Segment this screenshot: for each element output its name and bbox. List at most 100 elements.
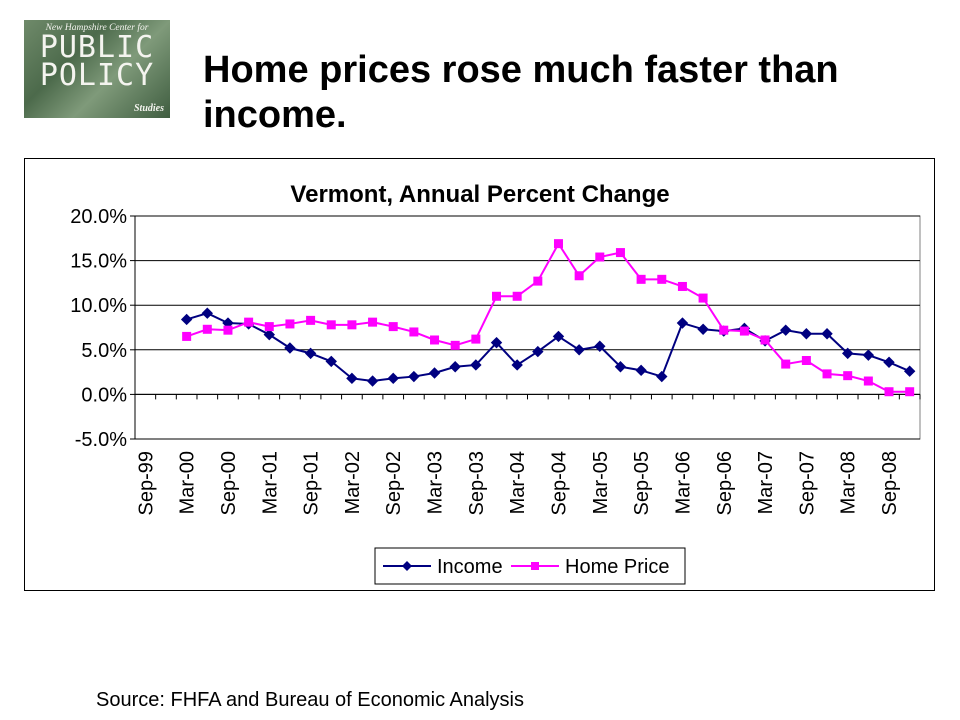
x-tick-label: Mar-02 (342, 451, 364, 514)
logo-word-policy: POLICY (39, 58, 155, 93)
data-point-home-price (863, 376, 873, 386)
data-point-home-price (822, 369, 832, 379)
data-point-income (180, 313, 193, 326)
data-point-income (552, 330, 565, 343)
data-point-income (676, 317, 689, 329)
data-point-income (325, 355, 337, 368)
x-tick-label: Mar-01 (259, 451, 281, 514)
data-point-home-price (719, 325, 729, 335)
data-point-income (304, 347, 317, 360)
data-point-home-price (760, 335, 770, 345)
data-point-home-price (512, 291, 522, 301)
logo-sub-text: Studies (133, 103, 164, 114)
data-point-home-price (553, 239, 563, 249)
data-point-income (780, 324, 792, 336)
data-point-home-price (781, 359, 791, 369)
data-point-income (697, 323, 709, 335)
x-tick-label: Sep-00 (218, 451, 240, 516)
data-point-income (594, 340, 606, 352)
data-point-home-price (739, 326, 749, 336)
data-point-home-price (368, 317, 378, 327)
data-point-home-price (905, 387, 915, 397)
x-tick-label: Mar-04 (507, 451, 529, 514)
data-point-income (490, 336, 503, 349)
data-point-home-price (223, 325, 233, 335)
line-chart: Vermont, Annual Percent Change 20.0% 15.0… (70, 181, 921, 585)
data-point-home-price (450, 340, 460, 350)
source-note: Source: FHFA and Bureau of Economic Anal… (96, 689, 524, 711)
y-tick-label: 20.0% (70, 206, 127, 228)
data-point-home-price (636, 274, 646, 284)
x-tick-label: Mar-06 (672, 451, 694, 514)
data-point-home-price (244, 317, 254, 327)
data-point-income (387, 372, 399, 385)
legend-marker-income (402, 561, 412, 571)
data-point-income (346, 372, 358, 385)
data-point-home-price (430, 335, 440, 345)
y-tick-label: 15.0% (70, 251, 127, 273)
data-point-income (366, 375, 379, 387)
x-tick-label: Sep-01 (301, 451, 323, 516)
x-tick-label: Sep-03 (466, 451, 488, 516)
data-point-income (841, 347, 854, 360)
data-point-home-price (615, 248, 625, 258)
chart-title: Vermont, Annual Percent Change (290, 181, 669, 208)
x-tick-label: Mar-05 (590, 451, 612, 514)
x-tick-label: Sep-04 (548, 451, 570, 516)
x-tick-label: Sep-99 (135, 451, 157, 516)
x-tick-label: Mar-07 (755, 451, 777, 514)
data-point-home-price (533, 276, 543, 286)
data-point-home-price (306, 315, 316, 325)
data-point-income (635, 364, 647, 377)
y-tick-label: 0.0% (81, 384, 127, 406)
x-tick-label: Sep-08 (879, 451, 901, 516)
x-tick-label: Sep-06 (714, 451, 736, 516)
data-point-income (201, 307, 214, 319)
data-point-home-price (657, 274, 667, 284)
data-point-home-price (409, 327, 419, 337)
data-point-home-price (182, 331, 192, 341)
data-point-income (284, 342, 296, 354)
y-tick-label: 10.0% (70, 295, 127, 317)
data-point-income (263, 328, 275, 341)
legend-marker-home-price (531, 562, 539, 570)
data-point-income (862, 349, 875, 361)
data-point-home-price (801, 356, 811, 366)
data-point-home-price (285, 319, 295, 329)
data-point-home-price (574, 271, 584, 281)
legend-label-income: Income (437, 556, 503, 578)
x-tick-label: Sep-02 (383, 451, 405, 516)
x-tick-label: Sep-05 (631, 451, 653, 516)
data-point-income (656, 370, 668, 383)
legend-label-home-price: Home Price (565, 556, 669, 578)
data-point-income (821, 328, 833, 340)
data-point-income (800, 328, 813, 340)
logo-word-public: PUBLIC (39, 30, 155, 65)
data-point-income (883, 356, 895, 368)
x-tick-label: Mar-00 (177, 451, 199, 514)
data-point-home-price (388, 322, 398, 332)
data-point-income (408, 370, 420, 383)
data-point-home-price (595, 252, 605, 262)
data-point-income (449, 361, 461, 373)
center-logo: New Hampshire Center for PUBLIC POLICY S… (24, 20, 170, 118)
data-point-home-price (326, 320, 336, 330)
data-point-home-price (698, 293, 708, 303)
data-point-home-price (843, 371, 853, 381)
data-point-home-price (264, 322, 274, 332)
data-point-income (532, 345, 544, 358)
y-tick-label: -5.0% (75, 429, 127, 451)
data-point-income (614, 361, 627, 373)
data-point-home-price (347, 320, 357, 330)
slide-title: Home prices rose much faster than income… (203, 49, 839, 136)
data-point-income (511, 359, 523, 371)
data-point-income (470, 359, 482, 371)
data-point-home-price (492, 291, 502, 301)
data-point-home-price (471, 334, 481, 344)
data-point-home-price (677, 281, 687, 291)
x-tick-label: Mar-08 (838, 451, 860, 514)
data-point-income (428, 367, 441, 379)
plot-area (134, 215, 921, 440)
y-tick-label: 5.0% (81, 340, 127, 362)
data-point-income (573, 344, 585, 356)
